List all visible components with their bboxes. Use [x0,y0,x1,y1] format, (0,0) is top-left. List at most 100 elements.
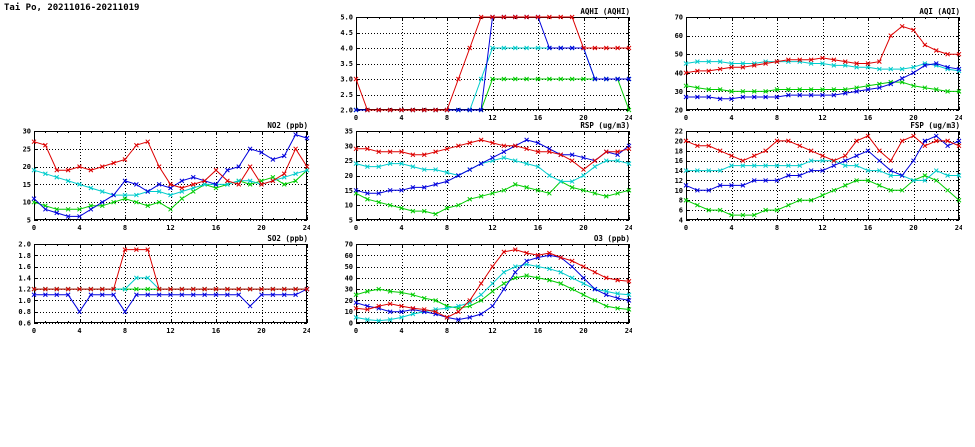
chart-aqi: 20 30 40 50 60 70 0 4 8 12 16 20 24 AQI (AQI) [660,6,962,123]
svg-text:12: 12 [488,114,496,122]
svg-text:10: 10 [23,199,31,207]
svg-text:20: 20 [345,297,353,305]
svg-text:70: 70 [675,14,683,22]
svg-text:24: 24 [955,114,962,122]
svg-text:12: 12 [166,327,174,335]
svg-text:4: 4 [77,327,81,335]
svg-text:24: 24 [955,224,962,232]
svg-text:4: 4 [399,224,403,232]
svg-text:8: 8 [123,224,127,232]
chart-canvas-no2: 5 10 15 20 25 30 0 4 8 12 16 20 24 NO2 (ppb) [23,121,310,232]
svg-text:60: 60 [345,252,353,260]
svg-text:10: 10 [675,187,683,195]
svg-text:8: 8 [445,114,449,122]
svg-text:8: 8 [775,114,779,122]
svg-text:1.2: 1.2 [18,286,31,294]
chart-rsp: 5 10 15 20 25 30 35 0 4 8 12 16 20 24 RSP (ug/m3) [330,120,632,233]
svg-text:18: 18 [675,147,683,155]
svg-text:50: 50 [675,51,683,59]
svg-text:60: 60 [675,32,683,40]
svg-text:20: 20 [579,327,587,335]
svg-text:0: 0 [684,224,688,232]
svg-text:2.5: 2.5 [340,91,353,99]
svg-text:20: 20 [579,224,587,232]
chart-title-aqhi: AQHI (AQHI) [580,7,630,16]
svg-text:16: 16 [534,327,542,335]
svg-text:0: 0 [354,327,358,335]
svg-text:8: 8 [445,327,449,335]
svg-text:24: 24 [303,327,310,335]
chart-title-so2: SO2 (ppb) [267,234,308,243]
svg-text:24: 24 [303,224,310,232]
svg-text:2.0: 2.0 [340,107,353,115]
svg-text:12: 12 [675,177,683,185]
svg-text:4: 4 [399,327,403,335]
svg-text:30: 30 [345,286,353,294]
svg-text:24: 24 [625,327,632,335]
svg-text:0.8: 0.8 [18,308,31,316]
svg-text:4.5: 4.5 [340,29,353,37]
svg-text:50: 50 [345,263,353,271]
svg-text:14: 14 [675,167,683,175]
svg-text:35: 35 [345,128,353,136]
svg-text:1.8: 1.8 [18,252,31,260]
page-title: Tai Po, 20211016-20211019 [4,3,140,13]
svg-text:0.6: 0.6 [18,320,31,328]
chart-canvas-rsp: 5 10 15 20 25 30 35 0 4 8 12 16 20 24 RSP (ug/m3) [345,121,632,232]
svg-text:4: 4 [729,114,733,122]
svg-text:16: 16 [864,114,872,122]
svg-text:3.5: 3.5 [340,60,353,68]
svg-text:0: 0 [684,114,688,122]
svg-text:12: 12 [166,224,174,232]
chart-so2: 0.6 0.8 1.0 1.2 1.4 1.6 1.8 2.0 0 4 8 12 16 20 24 SO2 (… [8,233,310,336]
chart-no2: 5 10 15 20 25 30 0 4 8 12 16 20 24 NO2 (ppb) [8,120,310,233]
svg-text:16: 16 [864,224,872,232]
svg-text:40: 40 [345,274,353,282]
svg-text:4: 4 [399,114,403,122]
svg-text:1.4: 1.4 [18,274,31,282]
svg-text:4.0: 4.0 [340,45,353,53]
svg-text:5: 5 [349,217,353,225]
svg-text:20: 20 [675,107,683,115]
svg-text:20: 20 [675,137,683,145]
svg-text:4: 4 [729,224,733,232]
svg-text:16: 16 [212,327,220,335]
svg-text:10: 10 [345,202,353,210]
svg-text:24: 24 [625,224,632,232]
svg-text:16: 16 [534,224,542,232]
svg-text:15: 15 [345,187,353,195]
svg-text:20: 20 [909,114,917,122]
svg-text:1.0: 1.0 [18,297,31,305]
svg-text:16: 16 [534,114,542,122]
svg-text:8: 8 [445,224,449,232]
svg-text:15: 15 [23,181,31,189]
chart-o3: 0 10 20 30 40 50 60 70 0 4 8 12 16 20 24 O3 (ppb) [330,233,632,336]
svg-text:8: 8 [679,197,683,205]
svg-text:1.6: 1.6 [18,263,31,271]
svg-text:8: 8 [775,224,779,232]
svg-text:24: 24 [625,114,632,122]
chart-title-rsp: RSP (ug/m3) [580,121,630,130]
svg-text:20: 20 [909,224,917,232]
chart-aqhi: 2.0 2.5 3.0 3.5 4.0 4.5 5.0 0 4 8 12 16 20 24 AQHI (AQ… [330,6,632,123]
svg-text:2.0: 2.0 [18,241,31,249]
svg-text:20: 20 [579,114,587,122]
chart-title-o3: O3 (ppb) [594,234,630,243]
svg-text:25: 25 [345,157,353,165]
chart-fsp: 4 6 8 10 12 14 16 18 20 22 0 4 8 12 16 20 24 FSP (ug/m3) [660,120,962,233]
svg-text:30: 30 [345,142,353,150]
svg-text:12: 12 [818,114,826,122]
svg-text:0: 0 [354,114,358,122]
svg-text:20: 20 [23,163,31,171]
chart-canvas-so2: 0.6 0.8 1.0 1.2 1.4 1.6 1.8 2.0 0 4 8 12 16 20 24 SO2 (… [18,234,310,335]
svg-text:4: 4 [77,224,81,232]
svg-text:8: 8 [123,327,127,335]
svg-text:0: 0 [32,224,36,232]
chart-title-fsp: FSP (ug/m3) [910,121,960,130]
svg-text:25: 25 [23,145,31,153]
svg-text:10: 10 [345,308,353,316]
svg-text:22: 22 [675,128,683,136]
svg-text:20: 20 [345,172,353,180]
svg-text:20: 20 [257,224,265,232]
